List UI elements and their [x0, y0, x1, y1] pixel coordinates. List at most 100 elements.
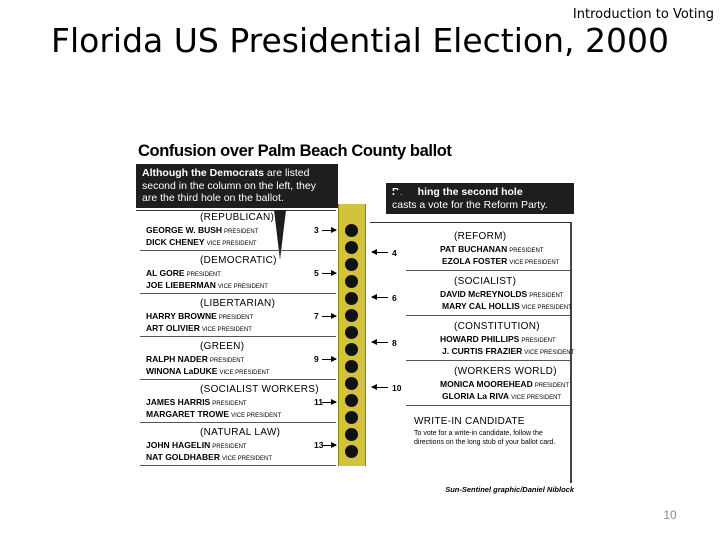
role-label: VICE PRESIDENT	[524, 350, 575, 356]
callout-left: Although the Democrats are listed second…	[136, 164, 338, 208]
right-separator	[406, 360, 570, 361]
candidate-name: GLORIA La RIVA	[442, 391, 510, 401]
candidate-name: MONICA MOOREHEAD	[440, 379, 533, 389]
figure-credit: Sun-Sentinel graphic/Daniel Niblock	[445, 485, 574, 494]
right-ballot-number: 4	[392, 248, 397, 258]
left-vice-president: WINONA LaDUKE VICE PRESIDENT	[146, 366, 269, 376]
callout-right-pointer	[388, 186, 418, 198]
right-vice-president: MARY CAL HOLLIS VICE PRESIDENT	[442, 301, 572, 311]
candidate-name: JAMES HARRIS	[146, 397, 211, 407]
right-vice-president: EZOLA FOSTER VICE PRESIDENT	[442, 256, 559, 266]
right-president: DAVID McREYNOLDS PRESIDENT	[440, 289, 564, 299]
role-label: VICE PRESIDENT	[219, 370, 270, 376]
right-president: PAT BUCHANAN PRESIDENT	[440, 244, 544, 254]
callout-left-strong: Although the Democrats	[142, 167, 264, 179]
role-label: VICE PRESIDENT	[521, 305, 572, 311]
right-separator	[406, 270, 570, 271]
punch-hole	[345, 343, 358, 356]
right-president: MONICA MOOREHEAD PRESIDENT	[440, 379, 569, 389]
punch-strip	[338, 204, 366, 466]
punch-hole	[345, 275, 358, 288]
left-separator	[140, 336, 336, 337]
candidate-name: DAVID McREYNOLDS	[440, 289, 528, 299]
left-separator	[140, 293, 336, 294]
candidate-name: HOWARD PHILLIPS	[440, 334, 520, 344]
left-party-label: (REPUBLICAN)	[200, 212, 275, 223]
left-party-label: (LIBERTARIAN)	[200, 298, 276, 309]
candidate-name: HARRY BROWNE	[146, 311, 217, 321]
right-party-label: (CONSTITUTION)	[454, 321, 540, 332]
right-ballot-number: 6	[392, 293, 397, 303]
candidate-name: EZOLA FOSTER	[442, 256, 508, 266]
role-label: PRESIDENT	[224, 229, 259, 235]
left-ballot-number: 5	[314, 268, 319, 278]
callout-left-text: are listed second in the column on the l…	[142, 167, 316, 204]
role-label: PRESIDENT	[521, 338, 556, 344]
right-vice-president: GLORIA La RIVA VICE PRESIDENT	[442, 391, 561, 401]
candidate-name: GEORGE W. BUSH	[146, 225, 223, 235]
role-label: PRESIDENT	[529, 293, 564, 299]
right-ballot-number: 8	[392, 338, 397, 348]
candidate-name: MARY CAL HOLLIS	[442, 301, 520, 311]
role-label: VICE PRESIDENT	[206, 241, 257, 247]
left-arrow	[322, 442, 337, 448]
right-arrow	[371, 249, 388, 255]
left-party-label: (NATURAL LAW)	[200, 427, 281, 438]
callout-right: Punching the second hole casts a vote fo…	[386, 183, 574, 214]
right-arrow	[371, 339, 388, 345]
candidate-name: NAT GOLDHABER	[146, 452, 220, 462]
left-arrow	[322, 227, 337, 233]
left-party-label: (SOCIALIST WORKERS)	[200, 384, 319, 395]
left-arrow	[322, 313, 337, 319]
write-in-note: To vote for a write-in candidate, follow…	[414, 430, 556, 446]
right-separator	[406, 315, 570, 316]
punch-hole	[345, 258, 358, 271]
punch-hole	[345, 428, 358, 441]
left-vice-president: DICK CHENEY VICE PRESIDENT	[146, 237, 257, 247]
punch-hole	[345, 224, 358, 237]
candidate-name: PAT BUCHANAN	[440, 244, 508, 254]
right-arrow	[371, 294, 388, 300]
punch-hole	[345, 326, 358, 339]
right-ballot-number: 10	[392, 383, 402, 393]
candidate-name: WINONA LaDUKE	[146, 366, 218, 376]
right-party-label: (REFORM)	[454, 231, 507, 242]
left-ballot-number: 3	[314, 225, 319, 235]
left-separator	[140, 379, 336, 380]
role-label: VICE PRESIDENT	[201, 327, 252, 333]
candidate-name: AL GORE	[146, 268, 185, 278]
left-president: AL GORE PRESIDENT	[146, 268, 221, 278]
left-separator	[140, 250, 336, 251]
left-president: RALPH NADER PRESIDENT	[146, 354, 244, 364]
left-party-label: (GREEN)	[200, 341, 245, 352]
left-arrow	[322, 356, 337, 362]
candidate-name: JOE LIEBERMAN	[146, 280, 216, 290]
ballot-figure: Confusion over Palm Beach County ballot …	[136, 140, 580, 498]
left-ballot-number: 11	[314, 397, 323, 407]
left-president: HARRY BROWNE PRESIDENT	[146, 311, 253, 321]
punch-hole	[345, 241, 358, 254]
callout-left-pointer	[274, 210, 286, 260]
figure-title: Confusion over Palm Beach County ballot	[138, 142, 452, 160]
left-arrow	[322, 399, 337, 405]
role-label: PRESIDENT	[212, 401, 247, 407]
left-vice-president: MARGARET TROWE VICE PRESIDENT	[146, 409, 281, 419]
left-separator	[140, 465, 336, 466]
role-label: VICE PRESIDENT	[509, 260, 560, 266]
left-president: JOHN HAGELIN PRESIDENT	[146, 440, 247, 450]
right-party-label: (WORKERS WORLD)	[454, 366, 557, 377]
role-label: PRESIDENT	[509, 248, 544, 254]
role-label: VICE PRESIDENT	[511, 395, 562, 401]
punch-hole	[345, 309, 358, 322]
right-separator	[406, 405, 570, 406]
role-label: PRESIDENT	[209, 358, 245, 364]
role-label: PRESIDENT	[218, 315, 254, 321]
left-vice-president: JOE LIEBERMAN VICE PRESIDENT	[146, 280, 268, 290]
candidate-name: ART OLIVIER	[146, 323, 200, 333]
right-arrow	[371, 384, 388, 390]
punch-hole	[345, 292, 358, 305]
right-vice-president: J. CURTIS FRAZIER VICE PRESIDENT	[442, 346, 574, 356]
left-ballot-number: 7	[314, 311, 319, 321]
left-president: GEORGE W. BUSH PRESIDENT	[146, 225, 258, 235]
role-label: VICE PRESIDENT	[217, 284, 268, 290]
